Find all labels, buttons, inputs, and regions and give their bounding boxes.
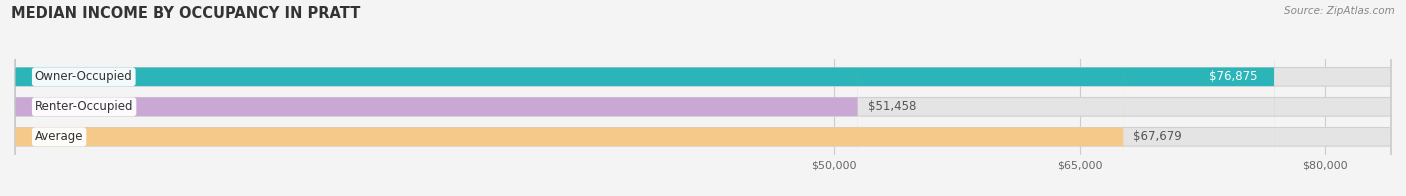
FancyBboxPatch shape: [15, 0, 1391, 196]
FancyBboxPatch shape: [15, 0, 1274, 196]
Text: $76,875: $76,875: [1209, 70, 1258, 83]
Text: Average: Average: [35, 130, 83, 143]
Text: MEDIAN INCOME BY OCCUPANCY IN PRATT: MEDIAN INCOME BY OCCUPANCY IN PRATT: [11, 6, 360, 21]
Text: $51,458: $51,458: [868, 100, 917, 113]
Text: Renter-Occupied: Renter-Occupied: [35, 100, 134, 113]
Text: Source: ZipAtlas.com: Source: ZipAtlas.com: [1284, 6, 1395, 16]
FancyBboxPatch shape: [15, 0, 1391, 196]
FancyBboxPatch shape: [15, 0, 858, 196]
FancyBboxPatch shape: [15, 0, 1123, 196]
Text: Owner-Occupied: Owner-Occupied: [35, 70, 132, 83]
Text: $67,679: $67,679: [1133, 130, 1182, 143]
FancyBboxPatch shape: [15, 0, 1391, 196]
